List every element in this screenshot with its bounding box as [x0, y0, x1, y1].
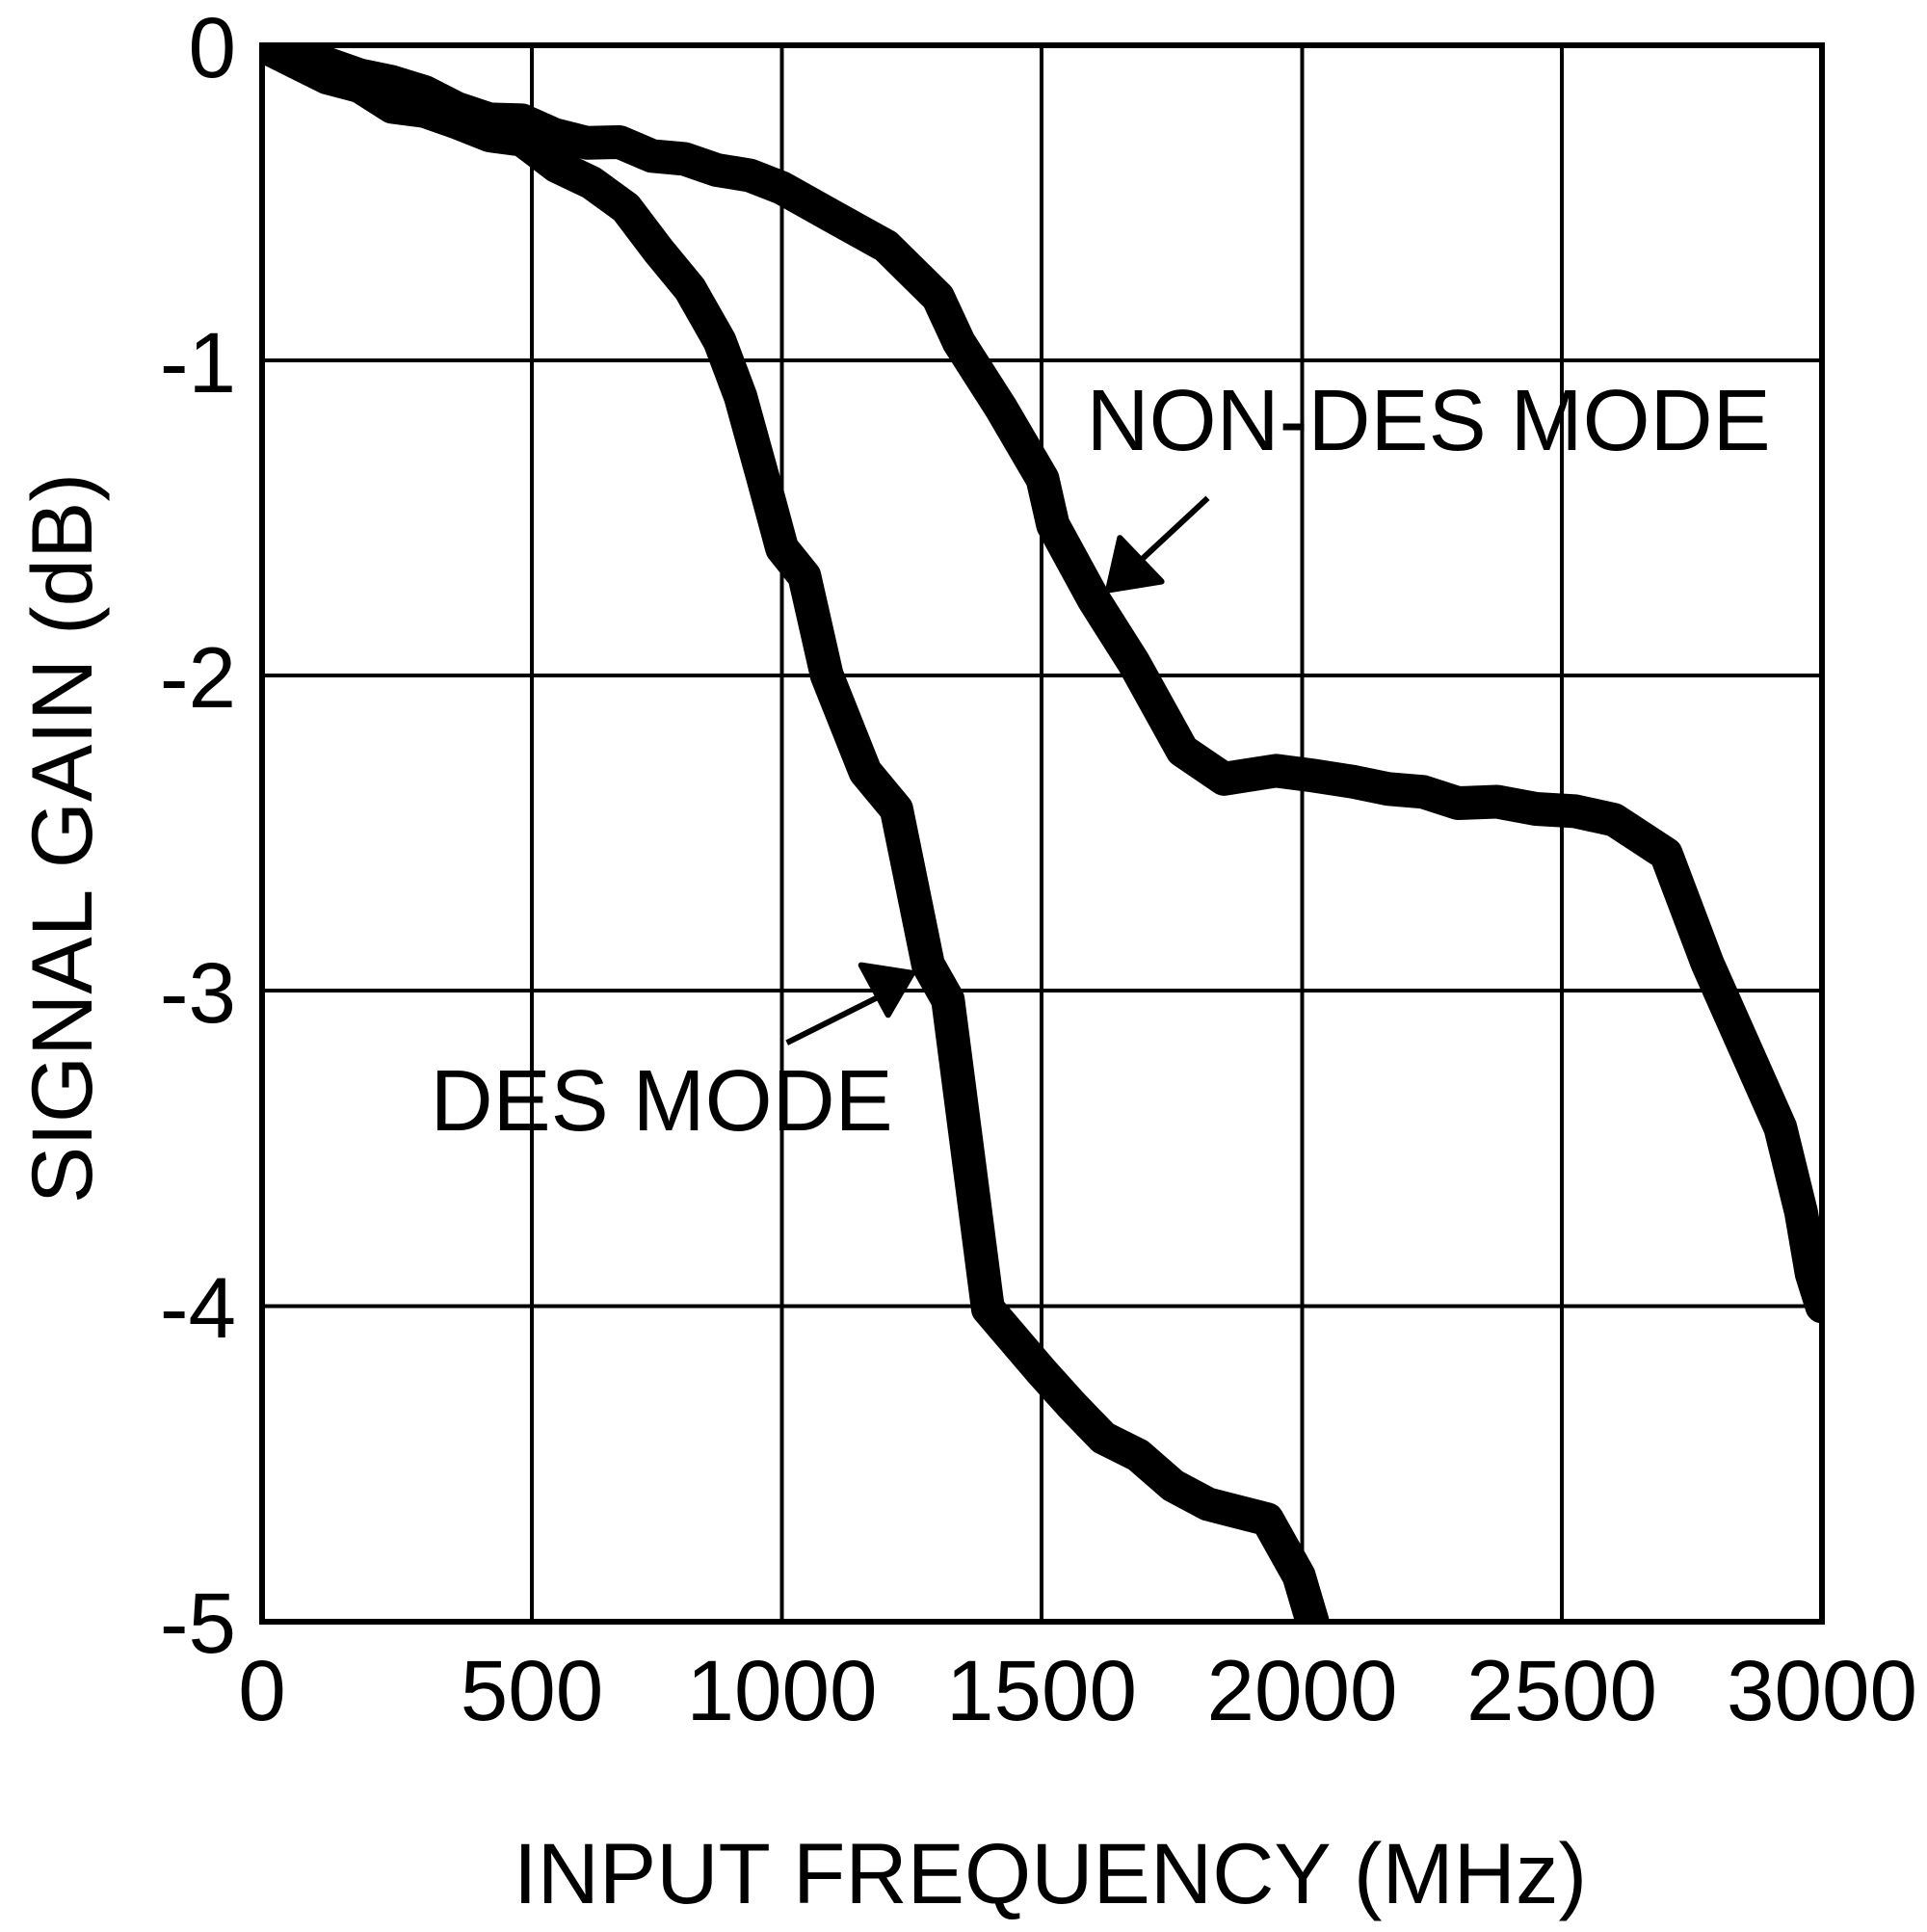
svg-text:-5: -5: [160, 1575, 236, 1671]
svg-text:-1: -1: [160, 314, 236, 410]
svg-text:-2: -2: [160, 629, 236, 726]
svg-text:2500: 2500: [1466, 1642, 1657, 1738]
svg-text:3000: 3000: [1727, 1642, 1917, 1738]
svg-text:INPUT FREQUENCY (MHz): INPUT FREQUENCY (MHz): [514, 1825, 1587, 1921]
svg-text:1000: 1000: [687, 1642, 878, 1738]
svg-text:-3: -3: [160, 944, 236, 1041]
svg-text:0: 0: [189, 0, 237, 95]
svg-text:0: 0: [238, 1642, 286, 1738]
svg-text:500: 500: [461, 1642, 604, 1738]
svg-text:SIGNAL GAIN (dB): SIGNAL GAIN (dB): [13, 473, 110, 1204]
svg-text:-4: -4: [160, 1259, 236, 1356]
svg-text:2000: 2000: [1207, 1642, 1398, 1738]
svg-text:DES MODE: DES MODE: [431, 1053, 893, 1150]
svg-text:NON-DES MODE: NON-DES MODE: [1087, 373, 1771, 469]
svg-text:1500: 1500: [946, 1642, 1137, 1738]
